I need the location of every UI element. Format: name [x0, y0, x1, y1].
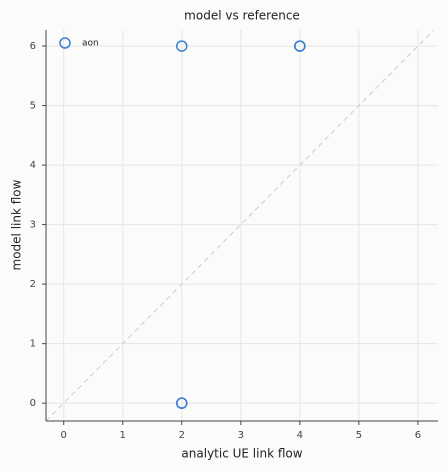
x-tick-label: 4 — [297, 430, 303, 441]
y-tick-label: 0 — [30, 398, 36, 409]
x-tick-label: 0 — [61, 430, 67, 441]
legend-marker — [59, 37, 71, 49]
legend-label: aon — [82, 39, 99, 49]
point — [176, 397, 188, 409]
reference-line — [45, 29, 435, 422]
y-axis-label: model link flow — [10, 179, 24, 270]
point — [176, 40, 188, 52]
x-tick-label: 3 — [238, 430, 244, 441]
x-axis-label: analytic UE link flow — [181, 447, 302, 461]
x-tick-label: 6 — [415, 430, 421, 441]
y-tick-label: 6 — [30, 41, 36, 52]
y-tick-label: 2 — [30, 279, 36, 290]
chart-title: model vs reference — [184, 9, 300, 23]
y-tick-label: 1 — [30, 339, 36, 350]
y-tick-label: 3 — [30, 220, 36, 231]
x-tick-label: 1 — [120, 430, 126, 441]
point — [294, 40, 306, 52]
y-tick-label: 5 — [30, 101, 36, 112]
y-tick-label: 4 — [30, 160, 36, 171]
x-tick-label: 2 — [179, 430, 185, 441]
x-tick-label: 5 — [356, 430, 362, 441]
